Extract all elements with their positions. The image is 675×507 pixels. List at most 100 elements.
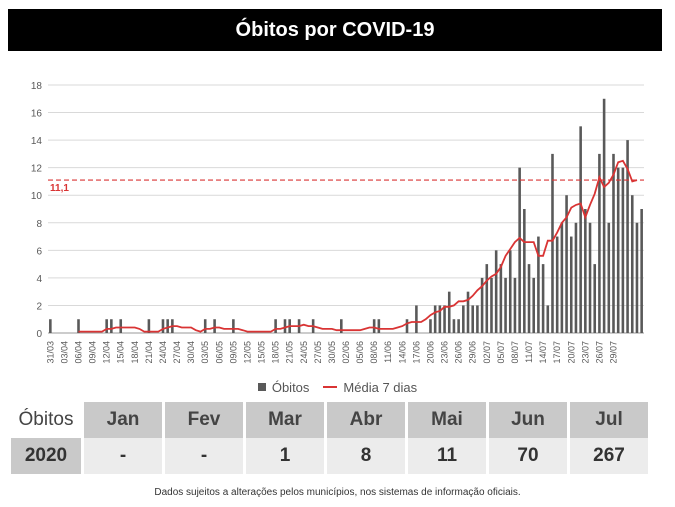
x-tick-label: 29/07: [608, 341, 618, 364]
bar: [119, 319, 123, 333]
bar: [105, 319, 108, 333]
x-tick-label: 27/04: [172, 341, 182, 364]
bar: [110, 319, 113, 333]
legend-label-bars: Óbitos: [271, 379, 310, 395]
month-header: Fev: [165, 402, 243, 438]
monthly-summary-table: Óbitos Jan Fev Mar Abr Mai Jun Jul 2020 …: [8, 402, 651, 474]
month-header: Jun: [489, 402, 567, 438]
bar: [584, 209, 587, 333]
bar: [476, 305, 479, 333]
bar: [612, 153, 615, 333]
x-tick-label: 06/05: [214, 341, 224, 364]
x-tick-label: 21/04: [144, 341, 154, 364]
bar: [532, 277, 536, 333]
bar: [447, 291, 451, 333]
x-tick-label: 18/05: [271, 341, 281, 364]
reference-line-label: 11,1: [50, 183, 69, 194]
x-tick-label: 24/04: [158, 341, 168, 364]
bar: [213, 319, 216, 333]
bar: [621, 167, 625, 333]
bar: [429, 319, 432, 333]
y-tick-label: 12: [31, 164, 43, 175]
x-tick-label: 14/06: [397, 341, 407, 364]
bar: [462, 305, 465, 333]
bar: [527, 264, 531, 333]
bar: [635, 222, 639, 333]
y-tick-label: 2: [36, 301, 42, 312]
month-header: Jul: [570, 402, 648, 438]
bar: [523, 209, 526, 333]
bar: [232, 319, 235, 333]
bar: [504, 277, 507, 333]
x-tick-label: 12/05: [242, 341, 252, 364]
bar: [616, 167, 620, 333]
x-tick-label: 26/06: [454, 341, 464, 364]
bar: [537, 236, 540, 333]
bar: [499, 264, 503, 333]
bar: [630, 195, 634, 333]
month-value: 267: [570, 438, 648, 474]
bar: [607, 222, 611, 333]
x-tick-label: 26/07: [594, 341, 604, 364]
bar: [494, 250, 498, 333]
x-tick-label: 24/05: [299, 341, 309, 364]
y-tick-label: 0: [36, 329, 42, 340]
x-tick-label: 30/05: [327, 341, 337, 364]
bar: [405, 319, 409, 333]
bar: [452, 319, 456, 333]
bar: [513, 277, 517, 333]
legend-item-bars: Óbitos: [257, 379, 310, 395]
x-tick-label: 05/07: [496, 341, 506, 364]
summary-header-row: Óbitos Jan Fev Mar Abr Mai Jun Jul: [11, 402, 648, 438]
bar: [541, 264, 545, 333]
bar: [443, 305, 446, 333]
bar: [433, 305, 437, 333]
line-swatch-icon: [323, 386, 338, 388]
bar: [415, 305, 418, 333]
x-tick-label: 02/06: [341, 341, 351, 364]
x-tick-label: 08/07: [510, 341, 520, 364]
x-tick-label: 14/07: [538, 341, 548, 364]
month-header: Abr: [327, 402, 405, 438]
bar: [598, 153, 601, 333]
month-value: 1: [246, 438, 324, 474]
x-tick-label: 15/05: [257, 341, 267, 364]
x-tick-label: 15/04: [116, 341, 126, 364]
x-tick-label: 17/07: [552, 341, 562, 364]
legend-item-line: Média 7 dias: [323, 380, 417, 395]
bar: [283, 319, 287, 333]
bar-swatch-icon: [257, 383, 266, 391]
y-tick-label: 14: [31, 136, 43, 147]
year-label: 2020: [11, 438, 81, 474]
bar: [569, 236, 573, 333]
footnote: Dados sujeitos a alterações pelos municí…: [154, 487, 521, 498]
x-tick-label: 12/04: [102, 341, 112, 364]
month-value: -: [84, 438, 162, 474]
chart-legend: Óbitos Média 7 dias: [0, 378, 675, 396]
bar: [466, 291, 470, 333]
bar: [508, 250, 512, 333]
bar: [203, 319, 207, 333]
x-tick-label: 02/07: [482, 341, 492, 364]
x-tick-label: 09/04: [88, 341, 98, 364]
month-value: 70: [489, 438, 567, 474]
bar: [588, 222, 592, 333]
y-tick-label: 4: [36, 274, 42, 285]
month-value: 8: [327, 438, 405, 474]
x-tick-label: 08/06: [369, 341, 379, 364]
x-tick-label: 21/05: [285, 341, 295, 364]
bar: [377, 319, 381, 333]
bar: [602, 98, 606, 334]
bar: [77, 319, 80, 333]
bar: [161, 319, 165, 333]
y-tick-label: 10: [31, 191, 43, 202]
bar: [593, 264, 597, 333]
bar: [579, 126, 582, 333]
month-value: -: [165, 438, 243, 474]
x-tick-label: 05/06: [355, 341, 365, 364]
bar: [626, 140, 629, 333]
bar: [340, 319, 343, 333]
month-header: Mar: [246, 402, 324, 438]
bar: [555, 236, 559, 333]
summary-row-label: Óbitos: [11, 402, 81, 438]
